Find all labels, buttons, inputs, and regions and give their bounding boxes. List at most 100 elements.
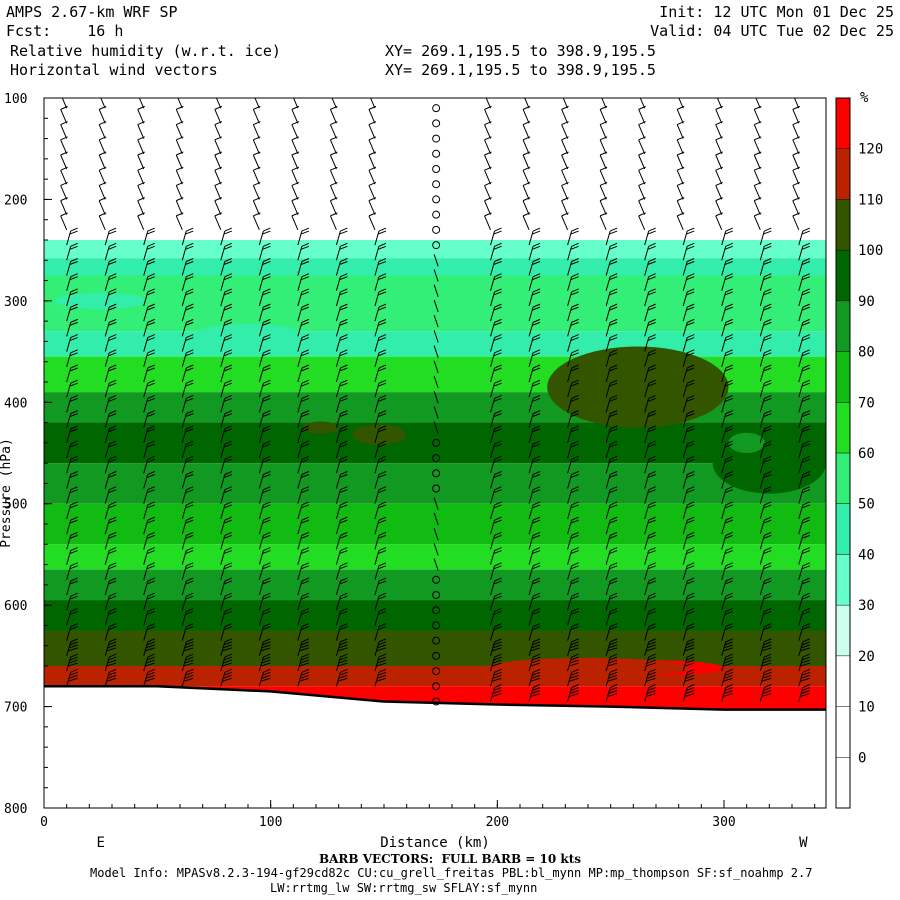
wind-barb-flag bbox=[301, 562, 310, 567]
wind-barb-flag bbox=[106, 677, 117, 682]
wind-barb-flag bbox=[571, 547, 579, 552]
wind-barb-flag bbox=[763, 367, 772, 372]
wind-barb bbox=[104, 596, 110, 611]
wind-barb-flag bbox=[686, 397, 695, 402]
wind-barb-flag bbox=[330, 166, 338, 171]
wind-barb-flag bbox=[300, 337, 310, 342]
wind-barb bbox=[335, 428, 341, 443]
wind-barb-flag bbox=[716, 91, 723, 94]
wind-barb bbox=[292, 98, 299, 109]
wind-barb bbox=[220, 413, 226, 428]
wind-barb-flag bbox=[677, 166, 685, 171]
wind-barb-flag bbox=[223, 276, 232, 281]
wind-barb bbox=[181, 322, 187, 337]
wind-barb-flag bbox=[647, 489, 656, 494]
wind-barb-flag bbox=[186, 531, 194, 536]
wind-barb-flag bbox=[147, 547, 155, 552]
wind-barb-flag bbox=[532, 413, 541, 418]
wind-barb-flag bbox=[724, 504, 733, 509]
wind-barb-flag bbox=[146, 534, 155, 539]
wind-barb bbox=[798, 580, 804, 596]
wind-barb-flag bbox=[300, 458, 310, 463]
wind-barb bbox=[682, 276, 688, 291]
wind-barb-flag bbox=[494, 318, 502, 323]
wind-barb-flag bbox=[184, 674, 194, 679]
wind-barb-flag bbox=[802, 684, 810, 688]
wind-barb bbox=[175, 154, 183, 170]
wind-barb-flag bbox=[377, 641, 387, 646]
wind-barb bbox=[329, 109, 337, 124]
rh-band bbox=[44, 331, 826, 357]
wind-barb-flag bbox=[762, 674, 772, 679]
wind-barb-flag bbox=[570, 230, 579, 235]
wind-barb bbox=[567, 367, 573, 383]
wind-barb-flag bbox=[723, 690, 733, 694]
wind-barb bbox=[181, 656, 187, 672]
wind-barb bbox=[258, 504, 264, 520]
wind-barb bbox=[143, 352, 149, 367]
wind-barb-flag bbox=[725, 471, 733, 475]
wind-barb-flag bbox=[299, 662, 310, 667]
wind-barb-flag bbox=[522, 181, 531, 186]
wind-barb-flag bbox=[340, 638, 348, 643]
wind-barb bbox=[721, 246, 727, 261]
wind-barb bbox=[561, 154, 569, 170]
wind-barb bbox=[137, 215, 145, 231]
wind-barb bbox=[522, 109, 530, 124]
wind-barb-flag bbox=[300, 519, 310, 524]
wind-barb-flag bbox=[186, 653, 194, 658]
wind-barb-flag bbox=[108, 321, 117, 326]
wind-barb-flag bbox=[686, 671, 695, 676]
wind-barb-flag bbox=[687, 227, 695, 232]
wind-barb-flag bbox=[764, 394, 772, 399]
wind-barb-flag bbox=[263, 638, 271, 643]
wind-barb bbox=[490, 626, 496, 641]
wind-barb bbox=[676, 185, 684, 200]
wind-barb-flag bbox=[263, 653, 271, 658]
wind-barb-flag bbox=[639, 91, 646, 94]
wind-barb bbox=[682, 459, 688, 474]
colorbar-label: 30 bbox=[858, 598, 875, 614]
wind-barb-flag bbox=[647, 245, 656, 250]
wind-barb-flag bbox=[109, 288, 117, 293]
wind-barb-flag bbox=[570, 474, 579, 478]
rh-band bbox=[44, 503, 826, 545]
calm-wind-marker bbox=[432, 149, 441, 158]
wind-barb-flag bbox=[146, 397, 155, 402]
wind-barb-flag bbox=[801, 337, 810, 342]
wind-barb bbox=[682, 261, 688, 276]
wind-barb bbox=[181, 504, 187, 520]
wind-barb-flag bbox=[647, 443, 656, 448]
wind-barb-flag bbox=[147, 349, 155, 354]
wind-barb-flag bbox=[523, 91, 530, 94]
wind-barb-flag bbox=[262, 641, 271, 646]
wind-barb-flag bbox=[723, 674, 733, 679]
wind-barb bbox=[682, 580, 688, 596]
wind-barb bbox=[798, 443, 804, 459]
wind-barb-flag bbox=[686, 595, 695, 600]
wind-barb-flag bbox=[648, 258, 656, 262]
wind-barb-flag bbox=[800, 644, 810, 649]
wind-barb-flag bbox=[70, 592, 78, 597]
wind-barb-flag bbox=[725, 364, 733, 369]
wind-barb-flag bbox=[262, 534, 271, 539]
wind-barb bbox=[297, 550, 303, 565]
model-info: Model Info: MPASv8.2.3-194-gf29cd82c CU:… bbox=[90, 866, 813, 880]
wind-barb bbox=[644, 383, 650, 398]
wind-barb-flag bbox=[301, 318, 310, 323]
wind-barb-flag bbox=[263, 334, 271, 339]
wind-barb-flag bbox=[570, 610, 579, 615]
wind-barb-flag bbox=[532, 626, 541, 631]
wind-barb-flag bbox=[764, 592, 772, 597]
wind-barb-flag bbox=[223, 656, 232, 661]
wind-barb-flag bbox=[801, 580, 810, 585]
wind-barb bbox=[374, 261, 380, 276]
wind-barb bbox=[561, 215, 569, 231]
wind-barb-flag bbox=[764, 547, 772, 552]
wind-barb bbox=[644, 626, 650, 641]
wind-barb-flag bbox=[185, 291, 194, 296]
wind-barb-flag bbox=[725, 334, 733, 339]
wind-barb-flag bbox=[262, 504, 271, 509]
y-tick-label: 300 bbox=[4, 295, 27, 310]
wind-barb bbox=[297, 322, 303, 337]
